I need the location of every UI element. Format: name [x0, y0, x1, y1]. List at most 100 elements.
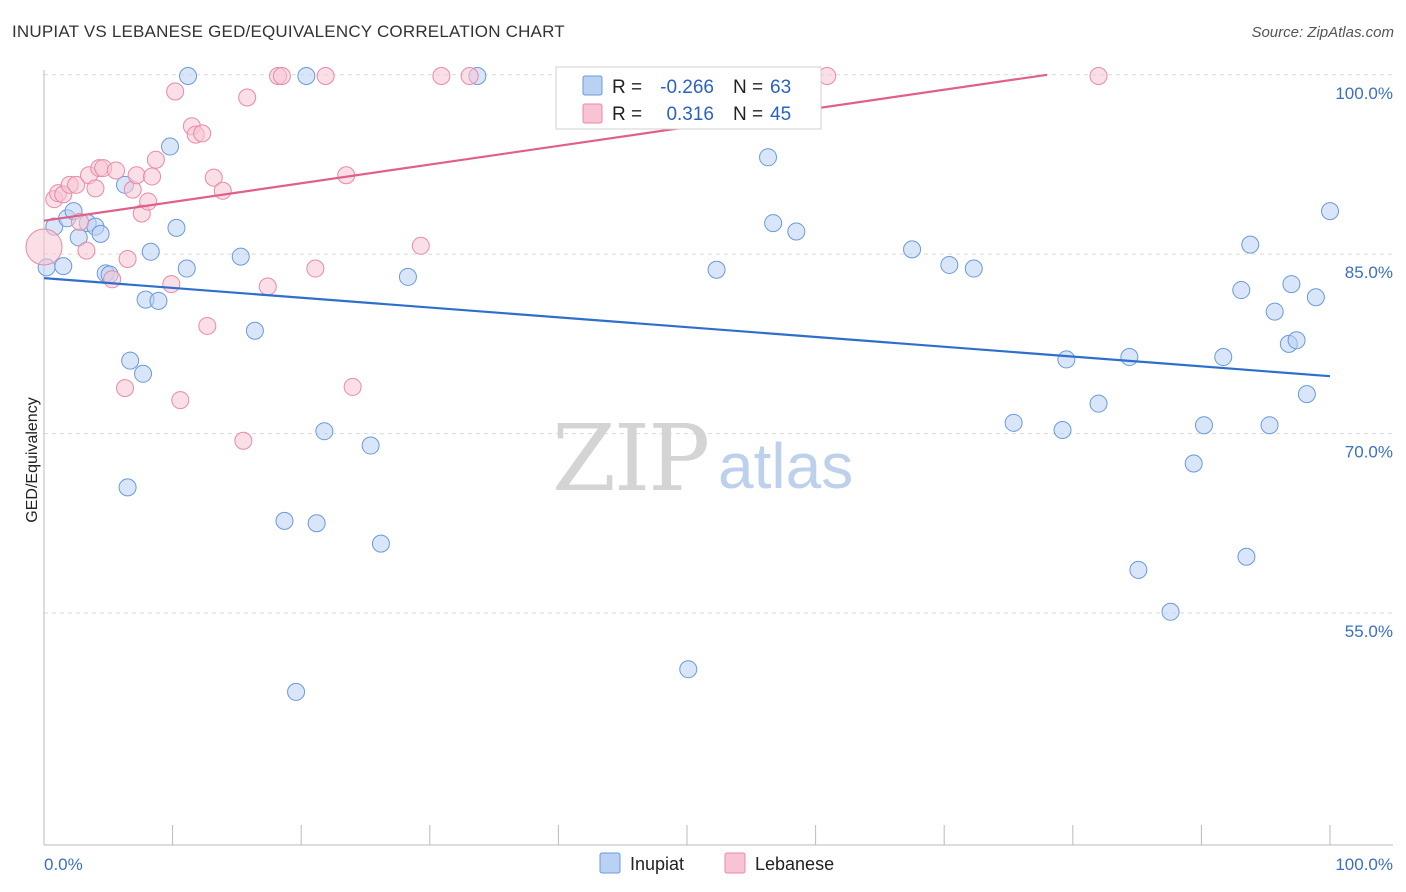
point-inupiat [179, 66, 198, 85]
point-inupiat [1306, 288, 1325, 307]
x-tick-label-max: 100.0% [1335, 855, 1393, 874]
point-inupiat [1237, 547, 1256, 566]
point-inupiat [275, 511, 294, 530]
legend-n-label-lebanese: N = [733, 104, 763, 125]
point-lebanese [118, 249, 137, 268]
legend-r-value-inupiat: -0.266 [660, 77, 714, 98]
legend-r-value-lebanese: 0.316 [666, 104, 714, 125]
point-lebanese [234, 431, 253, 450]
point-inupiat [1214, 348, 1233, 367]
point-lebanese [25, 228, 63, 266]
point-inupiat [1297, 385, 1316, 404]
point-inupiat [287, 682, 306, 701]
point-inupiat [940, 255, 959, 274]
point-inupiat [167, 218, 186, 237]
point-lebanese [193, 124, 212, 143]
y-tick-label-70: 70.0% [1345, 443, 1393, 462]
point-inupiat [903, 240, 922, 259]
point-lebanese [67, 175, 86, 194]
point-inupiat [245, 321, 264, 340]
legend-n-label-inupiat: N = [733, 77, 763, 98]
point-lebanese [432, 66, 451, 85]
point-lebanese [71, 212, 90, 231]
point-inupiat [398, 267, 417, 286]
point-inupiat [177, 259, 196, 278]
point-lebanese [86, 179, 105, 198]
point-inupiat [91, 224, 110, 243]
point-inupiat [231, 247, 250, 266]
point-inupiat [759, 148, 778, 167]
point-inupiat [1287, 331, 1306, 350]
point-lebanese [272, 66, 291, 85]
watermark-zip: ZIP [552, 405, 708, 512]
point-lebanese [103, 270, 122, 289]
point-lebanese [213, 181, 232, 200]
point-inupiat [54, 257, 73, 276]
point-inupiat [1161, 602, 1180, 621]
point-lebanese [162, 275, 181, 294]
point-inupiat [297, 66, 316, 85]
trend-line-lebanese [43, 73, 1048, 222]
legend-r-label-inupiat: R = [612, 77, 642, 98]
legend-n-value-lebanese: 45 [770, 104, 791, 125]
source-label: Source: ZipAtlas.com [1251, 24, 1394, 41]
y-tick-label-100: 100.0% [1335, 84, 1393, 103]
point-lebanese [411, 236, 430, 255]
point-inupiat [1321, 202, 1339, 221]
point-inupiat [118, 478, 137, 497]
point-lebanese [143, 167, 162, 186]
point-lebanese [166, 82, 185, 101]
point-lebanese [204, 168, 223, 187]
point-lebanese [198, 316, 217, 335]
trend-layer [43, 73, 1331, 378]
bottom-legend-label-inupiat: Inupiat [630, 854, 684, 874]
legend-swatch-lebanese [582, 103, 603, 124]
legend-n-value-inupiat: 63 [770, 77, 791, 98]
point-inupiat [679, 660, 698, 679]
point-lebanese [316, 66, 335, 85]
point-inupiat [787, 222, 806, 241]
point-inupiat [1129, 560, 1148, 579]
stats-legend: R = -0.266 N = 63 R = 0.316 N = 45 [555, 66, 822, 130]
point-inupiat [1184, 454, 1203, 473]
point-inupiat [1004, 413, 1023, 432]
trend-line-inupiat [43, 277, 1331, 378]
bottom-legend-swatch-inupiat [599, 852, 621, 874]
chart-title: INUPIAT VS LEBANESE GED/EQUIVALENCY CORR… [12, 22, 565, 41]
point-inupiat [707, 260, 726, 279]
point-inupiat [1282, 275, 1301, 294]
point-lebanese [77, 241, 96, 260]
point-inupiat [1260, 416, 1279, 435]
point-lebanese [146, 150, 165, 169]
point-lebanese [460, 66, 479, 85]
point-lebanese [306, 259, 325, 278]
y-tick-label-85: 85.0% [1345, 263, 1393, 282]
point-lebanese [343, 377, 362, 396]
point-inupiat [371, 534, 390, 553]
point-inupiat [1194, 416, 1213, 435]
point-inupiat [1120, 348, 1139, 367]
point-inupiat [1265, 302, 1284, 321]
point-inupiat [1053, 420, 1072, 439]
watermark-atlas: atlas [718, 430, 853, 502]
y-axis-label: GED/Equivalency [24, 397, 41, 522]
legend-swatch-inupiat [582, 75, 603, 96]
y-tick-labels: 100.0% 85.0% 70.0% 55.0% [1335, 84, 1393, 641]
point-lebanese [238, 88, 257, 107]
bottom-legend-swatch-lebanese [724, 852, 746, 874]
watermark: ZIP atlas [552, 405, 853, 512]
point-inupiat [161, 137, 180, 156]
bottom-legend-label-lebanese: Lebanese [755, 854, 834, 874]
point-inupiat [134, 364, 153, 383]
point-inupiat [1232, 281, 1251, 300]
y-tick-label-55: 55.0% [1345, 622, 1393, 641]
x-tick-label-min: 0.0% [44, 855, 83, 874]
point-inupiat [307, 514, 326, 533]
series-legend: Inupiat Lebanese [599, 852, 834, 874]
point-lebanese [171, 391, 190, 410]
point-lebanese [127, 166, 146, 185]
point-inupiat [764, 214, 783, 233]
point-inupiat [1057, 350, 1076, 369]
point-lebanese [1089, 66, 1108, 85]
